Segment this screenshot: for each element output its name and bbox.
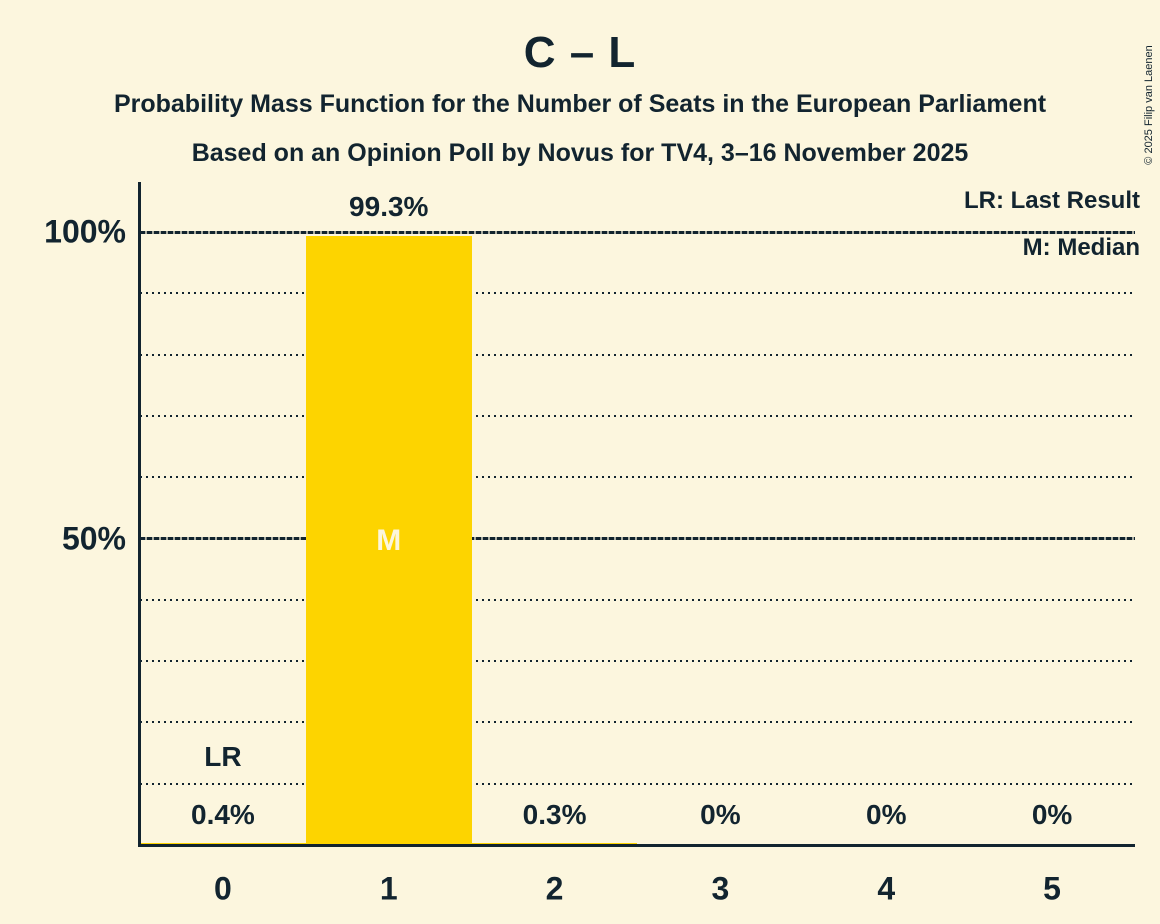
chart-subtitle-line2: Based on an Opinion Poll by Novus for TV… xyxy=(191,139,969,167)
x-tick-seats-0: 0 xyxy=(214,870,232,907)
gridline-minor-70pct xyxy=(140,414,1135,417)
legend-last-result: LR: Last Result xyxy=(963,187,1140,214)
gridline-minor-90pct xyxy=(140,292,1135,295)
gridline-major-100pct xyxy=(140,230,1135,234)
x-tick-seats-4: 4 xyxy=(877,870,896,907)
plot-area: 0.4% 99.3% 0.3% 0% 0% 0% M LR xyxy=(138,182,1135,847)
value-label-seats-4: 0% xyxy=(866,799,907,830)
gridline-minor-20pct xyxy=(140,721,1135,724)
chart-subtitle-line1: Probability Mass Function for the Number… xyxy=(113,90,1047,118)
x-axis-line xyxy=(138,844,1135,847)
bar-seats-0 xyxy=(140,842,306,845)
x-tick-seats-5: 5 xyxy=(1043,870,1061,907)
gridline-minor-80pct xyxy=(140,353,1135,356)
gridline-minor-10pct xyxy=(140,782,1135,785)
value-label-seats-3: 0% xyxy=(700,799,741,830)
x-tick-seats-3: 3 xyxy=(711,870,730,907)
gridline-minor-60pct xyxy=(140,476,1135,479)
x-tick-seats-2: 2 xyxy=(545,870,564,907)
last-result-marker: LR xyxy=(204,741,242,772)
value-label-seats-2: 0.3% xyxy=(522,799,587,830)
gridline-minor-30pct xyxy=(140,660,1135,663)
value-label-seats-0: 0.4% xyxy=(190,799,255,830)
legend-median: M: Median xyxy=(1022,234,1140,261)
x-tick-seats-1: 1 xyxy=(379,870,398,907)
gridline-major-50pct xyxy=(140,537,1135,540)
y-tick-100pct: 100% xyxy=(44,213,126,250)
copyright-notice: © 2025 Filip van Laenen xyxy=(1143,45,1155,165)
chart-title: C – L xyxy=(523,28,637,77)
y-axis-line xyxy=(138,182,141,847)
gridline-minor-40pct xyxy=(140,598,1135,601)
y-tick-50pct: 50% xyxy=(61,520,126,556)
bar-seats-1 xyxy=(305,236,472,845)
value-label-seats-1: 99.3% xyxy=(349,191,429,223)
median-marker: M xyxy=(376,523,402,557)
value-label-seats-5: 0% xyxy=(1031,799,1073,830)
